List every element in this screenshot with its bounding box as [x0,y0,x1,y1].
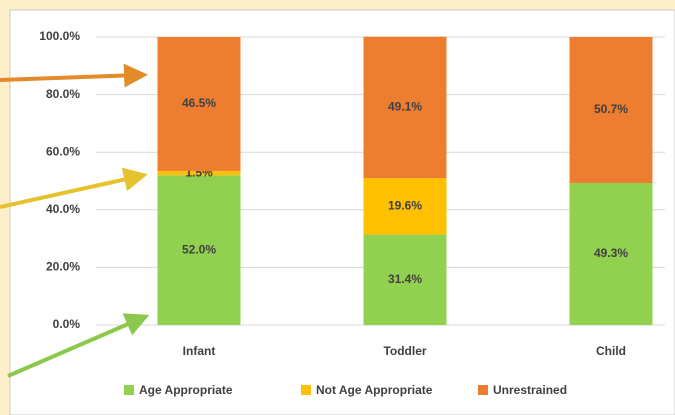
bar-segment [363,36,447,179]
bar-segment [569,183,653,325]
legend-label: Age Appropriate [139,383,233,397]
bar-segment [157,175,241,325]
legend-label: Unrestrained [493,383,567,397]
legend-swatch [124,385,134,395]
arrow [0,167,148,209]
arrow [7,313,150,378]
data-label: 52.0% [182,242,216,256]
data-label: 49.3% [594,246,628,260]
y-tick-label: 0.0% [53,317,81,331]
legend-label: Not Age Appropriate [316,383,433,397]
legend-swatch [301,385,311,395]
y-tick-label: 20.0% [46,260,80,274]
x-tick-label: Toddler [383,344,426,358]
data-label: 31.4% [388,272,422,286]
bar-segment [363,178,447,235]
bar-segment [157,37,241,171]
data-label: 50.7% [594,102,628,116]
data-label: 19.6% [388,199,422,213]
data-label: 46.5% [182,96,216,110]
legend-swatch [478,385,488,395]
y-tick-label: 40.0% [46,202,80,216]
bar-segment [569,37,653,184]
bar-segment [363,234,447,325]
x-tick-label: Child [596,344,626,358]
y-tick-label: 80.0% [46,87,80,101]
x-tick-label: Infant [183,344,216,358]
data-label: 49.1% [388,100,422,114]
y-tick-label: 100.0% [39,29,80,43]
bar-segment [157,170,241,176]
arrow [0,63,148,88]
y-tick-label: 60.0% [46,144,80,158]
